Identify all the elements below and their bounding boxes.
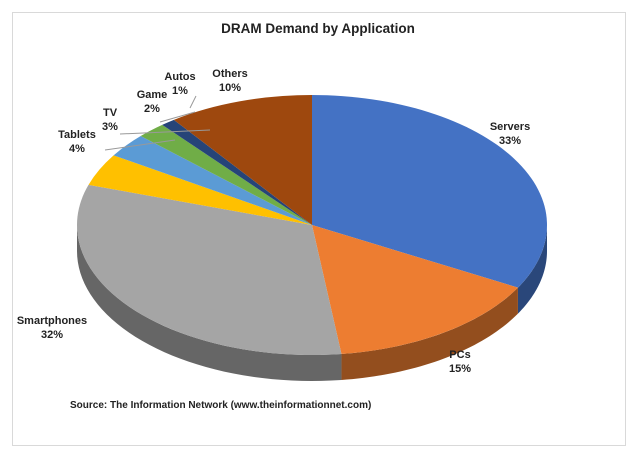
slice-servers[interactable] <box>312 95 548 288</box>
slice-game[interactable] <box>140 124 312 225</box>
leader-line <box>119 129 211 135</box>
slice-autos[interactable] <box>162 119 312 225</box>
slice-tablets[interactable] <box>88 155 313 225</box>
slice-others[interactable] <box>173 95 312 225</box>
label-pcs: PCs 15% <box>440 348 480 376</box>
slice-value: 4% <box>69 143 85 155</box>
slice-pcs[interactable] <box>312 225 518 354</box>
leader-line <box>159 111 196 123</box>
slice-smartphones[interactable] <box>77 184 342 355</box>
slice-label: Game <box>136 89 168 101</box>
slice-value: 2% <box>144 103 160 115</box>
slice-value: 33% <box>498 135 522 147</box>
slice-side-smartphones <box>77 225 342 381</box>
slice-label: Others <box>212 68 248 80</box>
chart-title: DRAM Demand by Application <box>221 21 415 36</box>
slice-value: 32% <box>40 329 64 341</box>
label-tv: TV 3% <box>95 106 125 134</box>
leader-line <box>189 95 197 109</box>
slice-side-pcs <box>341 287 518 380</box>
slice-label: Autos <box>164 71 196 83</box>
label-smartphones: Smartphones 32% <box>12 314 92 342</box>
chart-source: Source: The Information Network (www.the… <box>70 400 372 411</box>
label-autos: Autos 1% <box>160 70 200 98</box>
slice-tv[interactable] <box>113 136 312 225</box>
slice-label: Smartphones <box>16 315 88 327</box>
label-servers: Servers 33% <box>480 120 540 148</box>
slice-side-servers <box>517 225 547 314</box>
slice-label: TV <box>102 107 118 119</box>
chart-area <box>12 12 626 446</box>
label-others: Others 10% <box>205 67 255 95</box>
slice-value: 10% <box>218 82 242 94</box>
label-tablets: Tablets 4% <box>52 128 102 156</box>
leader-line <box>104 139 176 151</box>
slice-value: 1% <box>172 85 188 97</box>
slice-value: 15% <box>448 363 472 375</box>
slice-value: 3% <box>102 121 118 133</box>
slice-label: Tablets <box>58 129 96 141</box>
slice-label: PCs <box>449 349 471 361</box>
label-game: Game 2% <box>132 88 172 116</box>
slice-label: Servers <box>489 121 531 133</box>
